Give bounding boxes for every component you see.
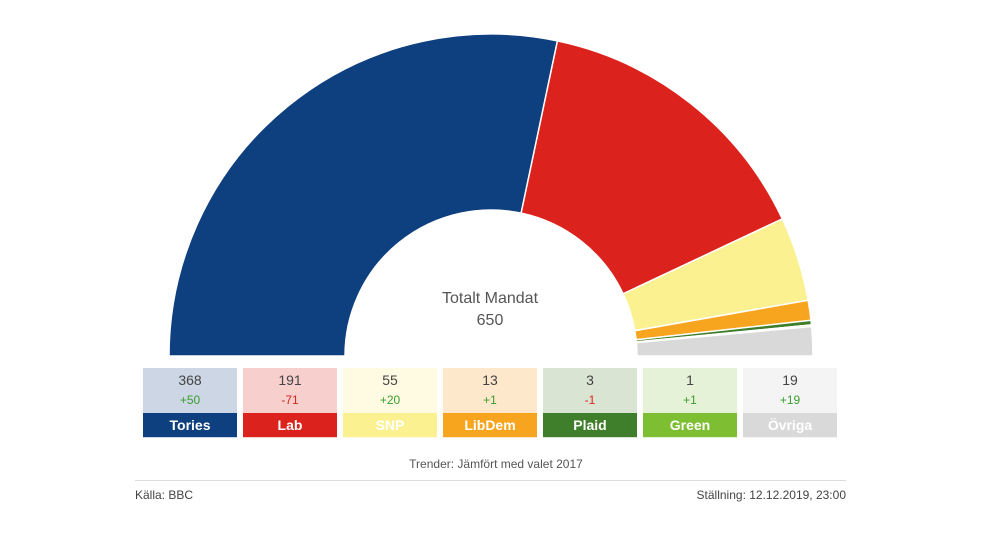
total-seats: 650: [476, 312, 504, 329]
party-name: LibDem: [443, 413, 537, 437]
status-timestamp: Ställning: 12.12.2019, 23:00: [696, 488, 846, 502]
party-seats: 55: [382, 372, 398, 388]
party-seats: 191: [278, 372, 302, 388]
party-seats: 3: [586, 372, 594, 388]
party-box--vriga: 19 +19 Övriga: [743, 368, 837, 438]
party-seats: 368: [178, 372, 202, 388]
party-change: +19: [779, 393, 801, 407]
party-name: Tories: [143, 413, 237, 437]
source-label: Källa: BBC: [135, 488, 194, 502]
party-name: Övriga: [743, 413, 837, 437]
seat-arcs: [168, 33, 814, 357]
party-name: Plaid: [543, 413, 637, 437]
arc--vriga: [635, 325, 814, 357]
trend-note: Trender: Jämfört med valet 2017: [409, 457, 583, 471]
party-change: -71: [281, 393, 299, 407]
party-seats: 13: [482, 372, 498, 388]
center-label: Totalt Mandat: [441, 290, 539, 307]
party-change: +1: [483, 393, 497, 407]
party-change: +20: [379, 393, 401, 407]
party-box-plaid: 3 -1 Plaid: [543, 368, 637, 438]
party-seats: 19: [782, 372, 798, 388]
party-box-tories: 368 +50 Tories: [143, 368, 237, 438]
party-change: -1: [584, 393, 596, 407]
party-box-lab: 191 -71 Lab: [243, 368, 337, 438]
party-seats: 1: [686, 372, 694, 388]
seat-chart: [168, 33, 814, 357]
party-results: 368 +50 Tories 191 -71 Lab 55 +20 SNP 13 +1 LibDem 3…: [143, 368, 837, 438]
party-name: SNP: [343, 413, 437, 437]
party-box-green: 1 +1 Green: [643, 368, 737, 438]
party-name: Green: [643, 413, 737, 437]
arc-tories: [168, 33, 559, 357]
party-box-snp: 55 +20 SNP: [343, 368, 437, 438]
party-box-libdem: 13 +1 LibDem: [443, 368, 537, 438]
party-change: +1: [683, 393, 697, 407]
party-name: Lab: [243, 413, 337, 437]
arc-lab: [520, 40, 784, 295]
party-change: +50: [179, 393, 201, 407]
divider: [135, 480, 846, 481]
